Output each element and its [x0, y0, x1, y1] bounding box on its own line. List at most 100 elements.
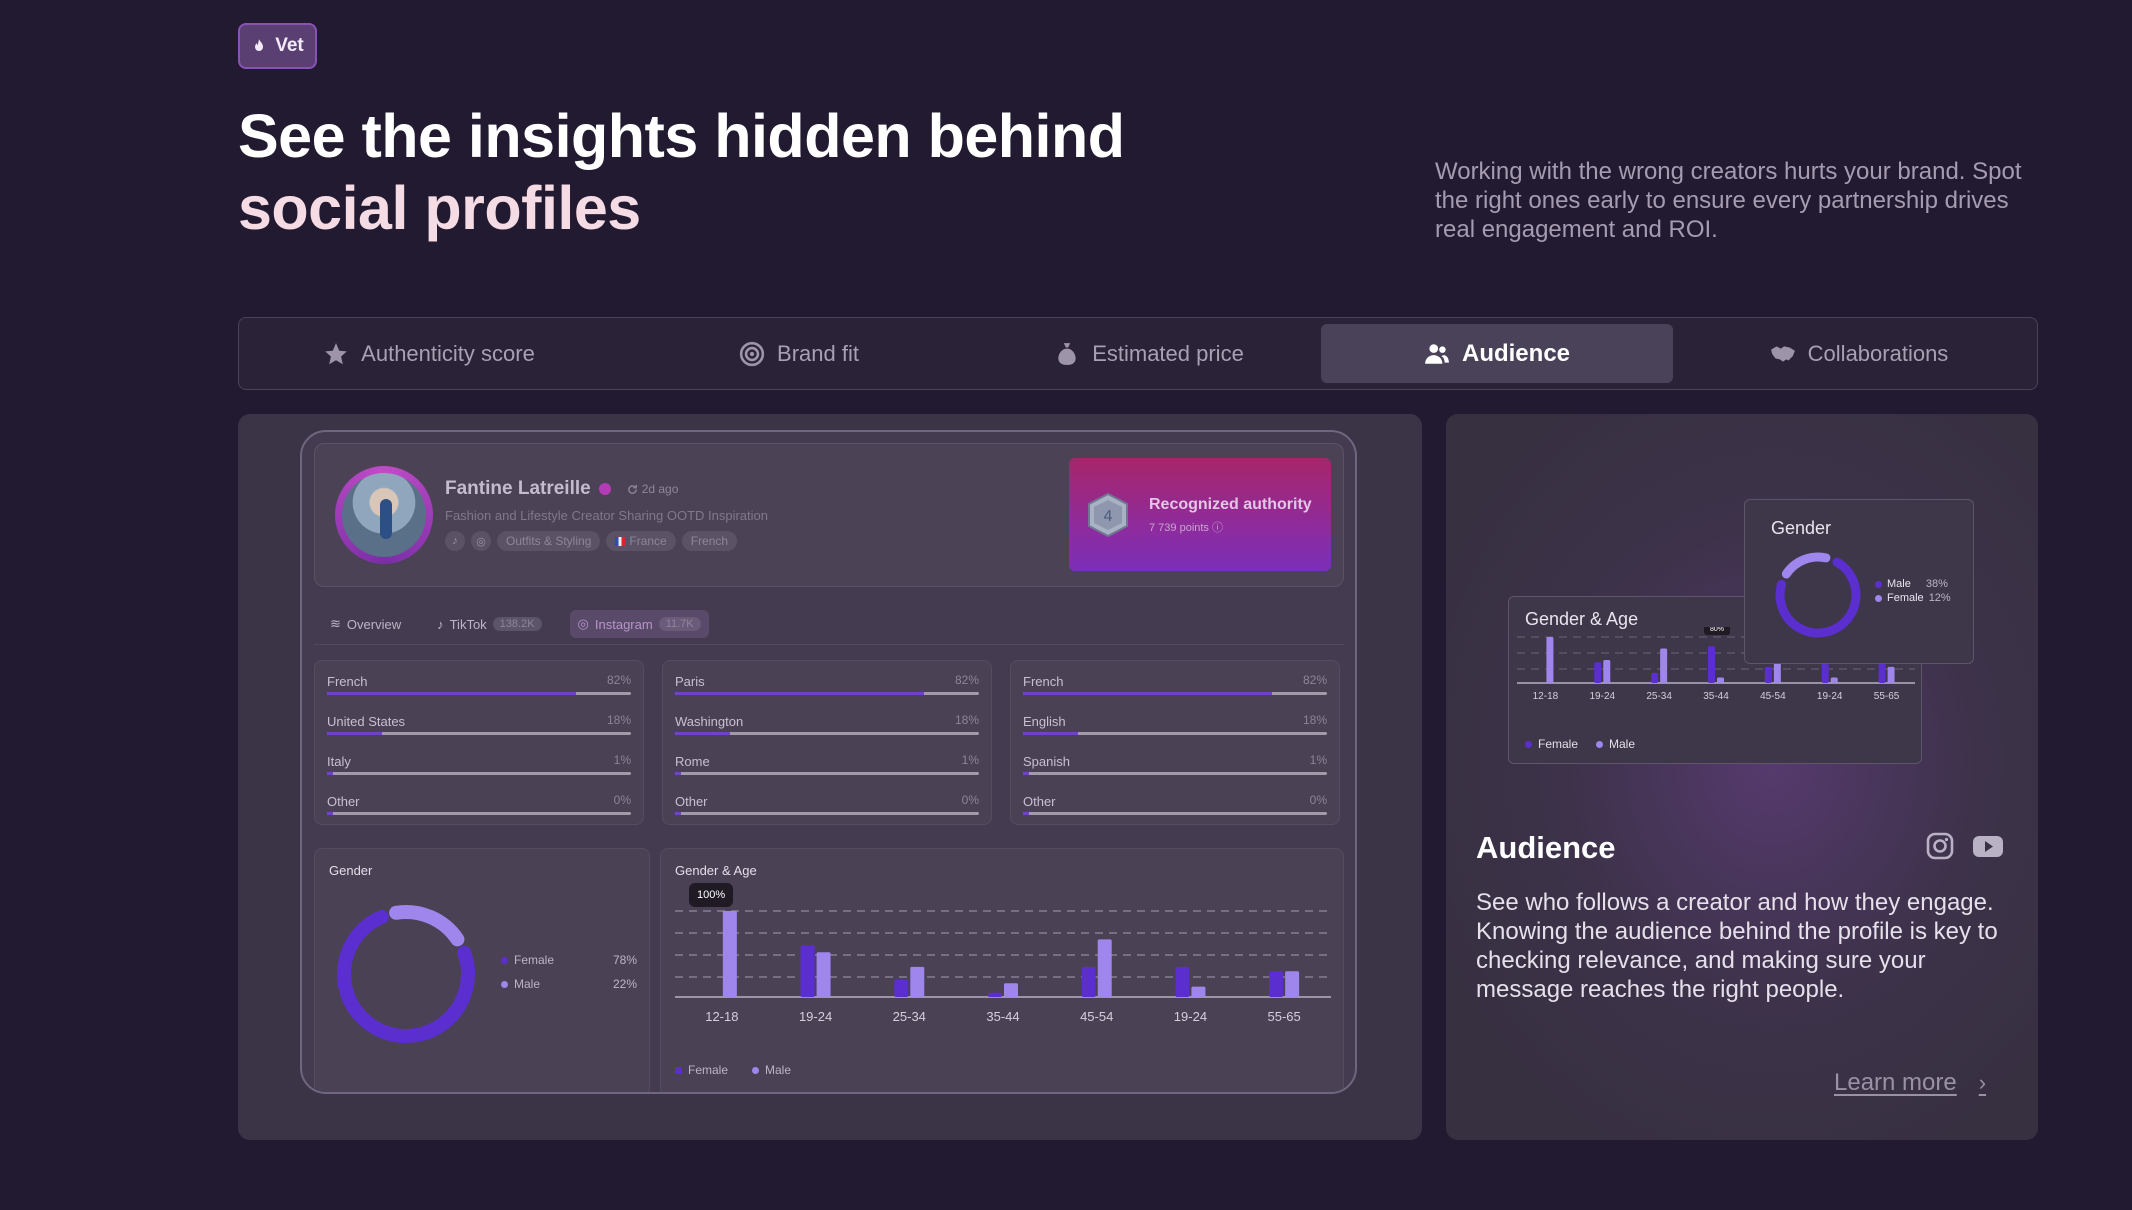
progress-fill [1023, 772, 1030, 775]
x-tick-label: 19-24 [1589, 691, 1615, 702]
tag-category: Outfits & Styling [497, 531, 601, 551]
tiktok-icon[interactable]: ♪ [445, 531, 465, 551]
bar-female-19-24[interactable] [1594, 662, 1602, 683]
bar-male-19-24[interactable] [1191, 986, 1206, 997]
title-line-2: social profiles [238, 174, 641, 242]
bar-male-35-44[interactable] [1004, 983, 1018, 997]
authority-points-label: 7 739 points [1149, 522, 1209, 534]
list-item-percent: 18% [606, 713, 631, 727]
audience-description: See who follows a creator and how they e… [1476, 889, 1998, 1003]
x-tick-label: 19-24 [799, 1009, 832, 1024]
x-tick-label: 55-65 [1268, 1009, 1301, 1024]
bar-male-25-34[interactable] [1660, 648, 1668, 684]
tab-estimated-price[interactable]: Estimated price [1019, 324, 1279, 383]
bar-female-55-65[interactable] [1269, 971, 1284, 997]
feature-tabs: Authenticity score Brand fit Estimated p… [238, 317, 2038, 390]
france-flag-icon [615, 537, 626, 546]
authority-points: 7 739 points ⓘ [1149, 519, 1223, 535]
platform-tabs: ≋ Overview ♪ TikTok 138.2K ◎ Instagram 1… [322, 610, 709, 638]
legend-label: Male [514, 977, 541, 991]
youtube-icon[interactable] [1972, 832, 2004, 860]
tab-brand-fit[interactable]: Brand fit [669, 324, 929, 383]
legend-label: Female [1538, 737, 1579, 751]
subtab-label: Overview [346, 616, 402, 632]
bar-female-19-24[interactable] [800, 945, 815, 997]
list-item-label: Paris [675, 674, 705, 689]
bar-male-12-18[interactable] [1546, 637, 1554, 683]
bar-male-55-65[interactable] [1285, 971, 1300, 997]
x-tick-label: 19-24 [1817, 691, 1843, 702]
bar-female-25-34[interactable] [1651, 672, 1659, 683]
tiktok-icon: ♪ [437, 616, 444, 632]
tag-country: France [606, 531, 676, 551]
legend-label: Female [688, 1063, 729, 1077]
profile-name-row: Fantine Latreille 2d ago [445, 478, 678, 500]
chart-tooltip: 100% [689, 883, 734, 907]
learn-more-link[interactable]: Learn more › [1834, 1069, 1986, 1097]
list-item-percent: 18% [1302, 713, 1327, 727]
tab-collaborations[interactable]: Collaborations [1709, 324, 2009, 383]
bar-female-45-54[interactable] [1764, 666, 1772, 683]
gender-age-card: Gender & Age 12-18 19-24 25-34 35-44 45-54 19… [660, 848, 1344, 1092]
instagram-icon[interactable] [1926, 832, 1954, 860]
profile-description: Fashion and Lifestyle Creator Sharing OO… [445, 508, 768, 523]
x-tick-label: 25-34 [1646, 691, 1672, 702]
x-tick-label: 35-44 [986, 1009, 1019, 1024]
list-item-label: English [1023, 714, 1066, 729]
list-item-label: Other [327, 794, 360, 809]
list-item-percent: 1% [961, 753, 979, 767]
list-item-label: Other [675, 794, 708, 809]
bar-male-19-24[interactable] [1830, 677, 1838, 683]
bar-female-19-24[interactable] [1175, 966, 1190, 997]
legend-value: 12% [1928, 592, 1951, 604]
gender-card: Gender Female 78% Male 22% [314, 848, 650, 1092]
bar-female-25-34[interactable] [894, 979, 909, 997]
x-tick-label: 12-18 [705, 1009, 738, 1024]
bar-female-35-44[interactable] [1708, 646, 1715, 683]
mini-gender-donut [1775, 552, 1861, 638]
subtab-tiktok[interactable]: ♪ TikTok 138.2K [429, 611, 549, 638]
legend-value: 78% [612, 953, 637, 967]
tab-authenticity-score[interactable]: Authenticity score [279, 324, 579, 383]
divider [314, 644, 1344, 645]
instagram-icon[interactable]: ◎ [471, 531, 491, 551]
legend-male: Male [1596, 737, 1635, 751]
bar-male-45-54[interactable] [1097, 939, 1112, 997]
tab-label: Authenticity score [361, 340, 535, 366]
authority-level: 4 [1104, 508, 1113, 525]
bar-male-25-34[interactable] [910, 966, 925, 997]
progress-bar [675, 772, 979, 775]
authority-hexagon-icon: 4 [1088, 492, 1128, 538]
bar-male-35-44[interactable] [1717, 677, 1724, 683]
bar-male-19-24[interactable] [1603, 660, 1611, 683]
list-item-label: Spanish [1023, 754, 1070, 769]
legend-female: Female 12% [1875, 592, 1951, 604]
audience-title: Audience [1476, 830, 1616, 865]
tab-audience[interactable]: Audience [1321, 324, 1673, 383]
subtab-instagram[interactable]: ◎ Instagram 11.7K [569, 610, 709, 638]
donut-slice-female [337, 905, 475, 1043]
x-tick-label: 12-18 [1533, 691, 1559, 702]
list-item-label: Rome [675, 754, 710, 769]
list-item-percent: 82% [1302, 673, 1327, 687]
list-item: Washington 18% [675, 701, 979, 741]
verified-icon [598, 483, 611, 495]
list-item: Paris 82% [675, 661, 979, 701]
list-item: Italy 1% [327, 741, 631, 781]
bar-male-55-65[interactable] [1887, 666, 1895, 683]
gender-donut [337, 905, 475, 1043]
bar-female-45-54[interactable] [1081, 966, 1096, 997]
bar-female-35-44[interactable] [988, 992, 1002, 997]
bar-male-12-18[interactable] [722, 911, 737, 997]
info-icon[interactable]: ⓘ [1212, 522, 1223, 534]
legend-male: Male 22% [501, 977, 637, 991]
list-item-percent: 1% [1309, 753, 1327, 767]
list-item-label: French [327, 674, 368, 689]
bar-male-19-24[interactable] [816, 952, 831, 997]
progress-fill [1023, 812, 1030, 815]
follower-count: 11.7K [658, 617, 701, 631]
legend-male: Male 38% [1875, 578, 1951, 590]
subtab-overview[interactable]: ≋ Overview [322, 610, 409, 638]
refresh-icon [627, 484, 637, 494]
updated-label: 2d ago [641, 482, 679, 496]
